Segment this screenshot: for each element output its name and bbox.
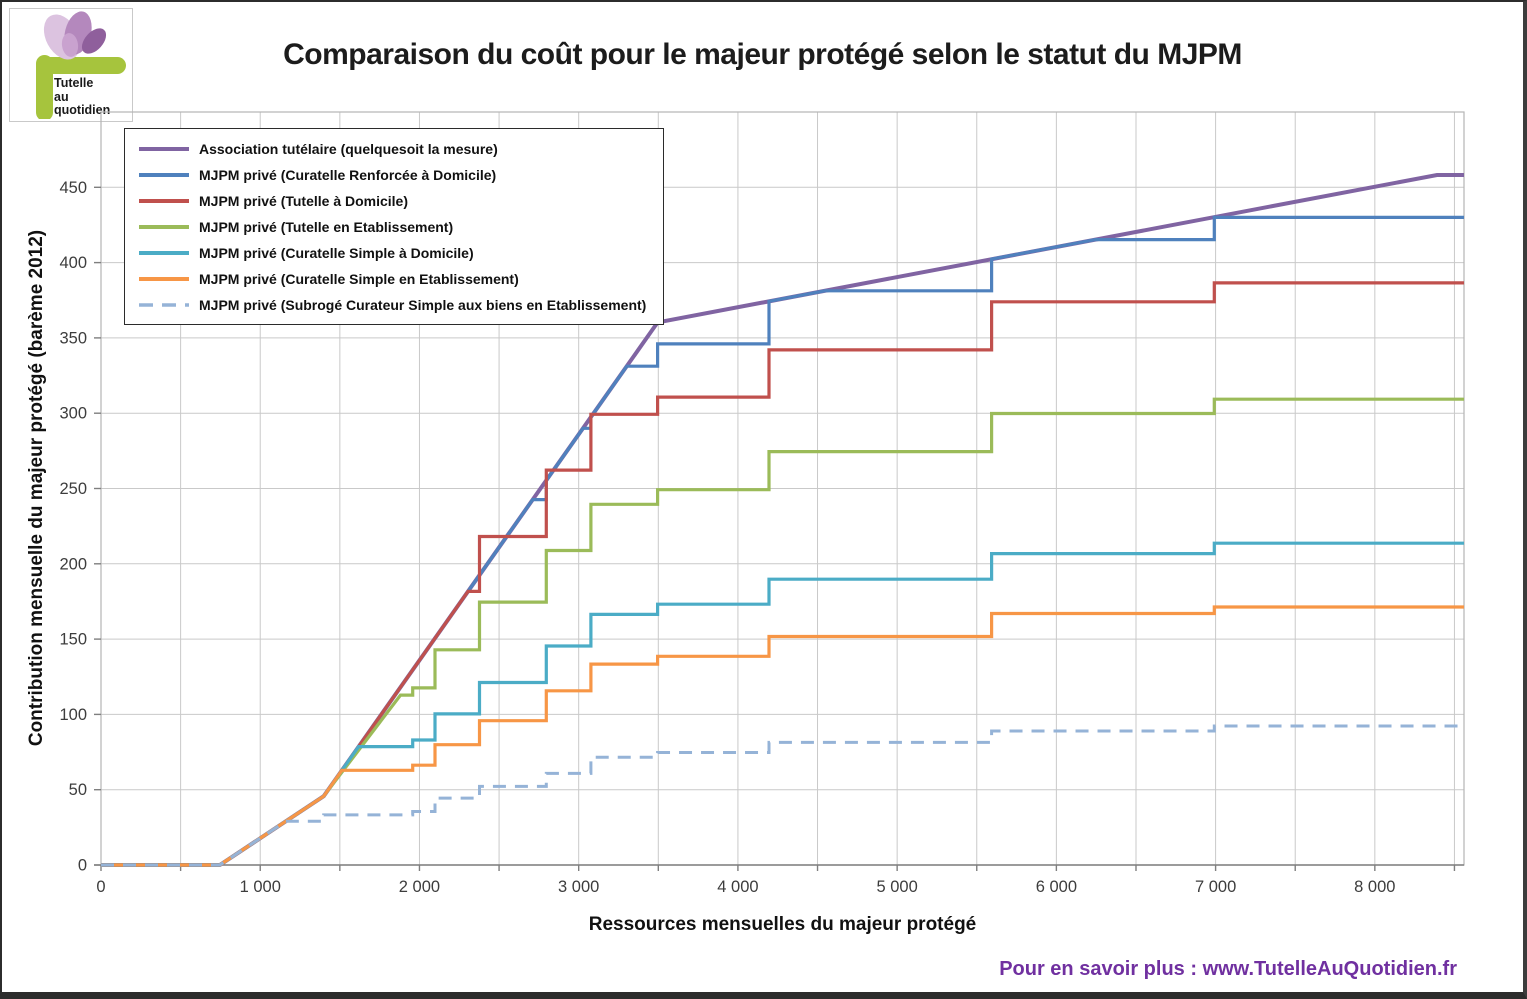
flower-petal-icon (81, 28, 107, 54)
legend-item: MJPM privé (Curatelle Renforcée à Domici… (125, 162, 663, 188)
y-tick-label: 200 (59, 555, 87, 573)
legend-label: Association tutélaire (quelquesoit la me… (199, 141, 498, 157)
y-tick-label: 450 (59, 179, 87, 197)
legend-label: MJPM privé (Curatelle Simple en Etabliss… (199, 271, 519, 287)
logo-flower-icon (36, 11, 126, 121)
x-tick-label: 3 000 (558, 878, 599, 896)
y-tick-label: 50 (69, 781, 87, 799)
x-tick-label: 2 000 (399, 878, 440, 896)
y-tick-label: 0 (78, 857, 87, 875)
legend-item: MJPM privé (Tutelle à Domicile) (125, 188, 663, 214)
series-line-6 (101, 605, 1464, 867)
logo-bar (36, 57, 126, 74)
logo-text-line1: Tutelle (54, 76, 94, 90)
series-line-5 (101, 541, 1464, 867)
legend-line-swatch-icon (139, 147, 189, 151)
x-tick-label: 5 000 (876, 878, 917, 896)
logo-text-line3: quotidien (54, 103, 111, 117)
legend-item: MJPM privé (Curatelle Simple en Etabliss… (125, 266, 663, 292)
page-title: Comparaison du coût pour le majeur proté… (283, 38, 1242, 71)
x-tick-label: 0 (96, 878, 105, 896)
y-tick-label: 400 (59, 254, 87, 272)
legend-label: MJPM privé (Curatelle Renforcée à Domici… (199, 167, 497, 183)
series-line-4 (101, 397, 1464, 867)
x-tick-label: 8 000 (1354, 878, 1395, 896)
footer-link[interactable]: Pour en savoir plus : www.TutelleAuQuoti… (999, 958, 1457, 980)
legend-line-swatch-icon (139, 277, 189, 281)
legend-label: MJPM privé (Subrogé Curateur Simple aux … (199, 297, 647, 313)
legend-item: Association tutélaire (quelquesoit la me… (125, 136, 663, 162)
x-tick-label: 4 000 (717, 878, 758, 896)
y-tick-label: 300 (59, 405, 87, 423)
y-tick-label: 150 (59, 631, 87, 649)
legend-box: Association tutélaire (quelquesoit la me… (124, 128, 664, 325)
flower-petal-icon (61, 33, 79, 57)
legend-line-swatch-icon (139, 173, 189, 177)
x-tick-label: 7 000 (1195, 878, 1236, 896)
series-line-2 (101, 215, 1464, 867)
legend-item: MJPM privé (Curatelle Simple à Domicile) (125, 240, 663, 266)
legend-label: MJPM privé (Tutelle en Etablissement) (199, 219, 454, 235)
legend-line-swatch-icon (139, 303, 189, 307)
series-line-3 (101, 281, 1464, 867)
tutelle-au-quotidien-logo: Tutelle au quotidien (9, 8, 133, 122)
y-tick-label: 100 (59, 706, 87, 724)
legend-item: MJPM privé (Subrogé Curateur Simple aux … (125, 292, 663, 318)
y-tick-label: 350 (59, 329, 87, 347)
x-tick-label: 1 000 (240, 878, 281, 896)
x-tick-label: 6 000 (1036, 878, 1077, 896)
legend-label: MJPM privé (Tutelle à Domicile) (199, 193, 409, 209)
y-tick-label: 250 (59, 480, 87, 498)
legend-line-swatch-icon (139, 225, 189, 229)
legend-item: MJPM privé (Tutelle en Etablissement) (125, 214, 663, 240)
y-axis-title: Contribution mensuelle du majeur protégé… (26, 229, 47, 747)
legend-line-swatch-icon (139, 251, 189, 255)
legend-label: MJPM privé (Curatelle Simple à Domicile) (199, 245, 474, 261)
logo-text-line2: au (54, 89, 69, 104)
legend-line-swatch-icon (139, 199, 189, 203)
series-line-7 (101, 724, 1464, 867)
logo-text: Tutelle au quotidien (54, 76, 111, 118)
x-axis-title: Ressources mensuelles du majeur protégé (588, 914, 977, 935)
